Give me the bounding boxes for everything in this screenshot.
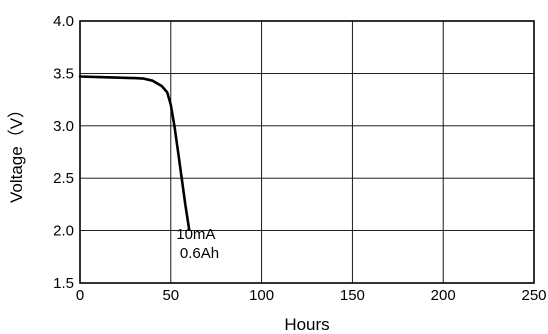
y-tick-label: 3.0 bbox=[53, 118, 74, 135]
x-tick-label: 250 bbox=[521, 287, 546, 304]
annotation-label: 10mA bbox=[176, 226, 215, 243]
y-axis-label: Voltage（V） bbox=[7, 101, 26, 203]
y-tick-label: 1.5 bbox=[53, 275, 74, 292]
plot-frame bbox=[79, 20, 535, 284]
x-tick-label: 200 bbox=[431, 287, 456, 304]
x-axis-label: Hours bbox=[284, 315, 329, 334]
tick-labels: 0 50 100 150 200 250 1.5 2.0 2.5 3.0 3.5 4.0 bbox=[53, 13, 546, 304]
x-tick-label: 50 bbox=[162, 287, 179, 304]
annotation-label: 0.6Ah bbox=[180, 245, 219, 262]
y-tick-label: 3.5 bbox=[53, 65, 74, 82]
x-tick-label: 100 bbox=[249, 287, 274, 304]
series-layer bbox=[78, 75, 191, 230]
y-tick-label: 4.0 bbox=[53, 13, 74, 30]
discharge-curve bbox=[78, 75, 191, 230]
y-tick-label: 2.5 bbox=[53, 170, 74, 187]
x-tick-label: 150 bbox=[340, 287, 365, 304]
annotations: 10mA 0.6Ah bbox=[176, 226, 219, 262]
x-tick-label: 0 bbox=[76, 287, 84, 304]
grid-lines bbox=[80, 21, 534, 283]
y-tick-label: 2.0 bbox=[53, 223, 74, 240]
